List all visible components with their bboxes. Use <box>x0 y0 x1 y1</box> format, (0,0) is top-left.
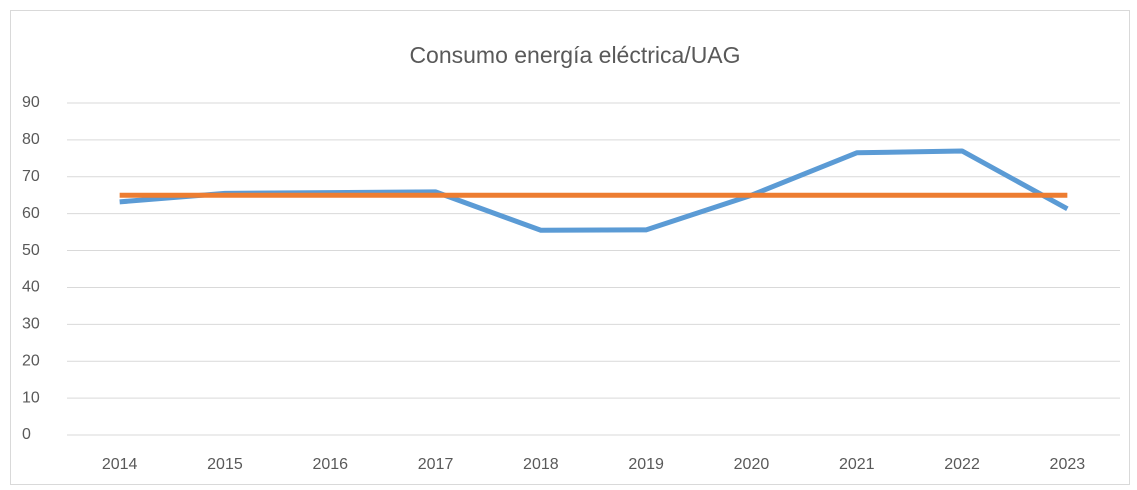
x-tick-label: 2019 <box>628 456 664 473</box>
y-tick-label: 90 <box>22 94 40 111</box>
y-tick-label: 70 <box>22 168 40 185</box>
x-tick-label: 2017 <box>418 456 454 473</box>
x-tick-label: 2014 <box>102 456 138 473</box>
x-tick-label: 2020 <box>734 456 770 473</box>
chart-border <box>10 10 1130 485</box>
x-tick-label: 2021 <box>839 456 875 473</box>
x-tick-label: 2015 <box>207 456 243 473</box>
x-tick-label: 2022 <box>944 456 980 473</box>
x-tick-label: 2018 <box>523 456 559 473</box>
y-tick-label: 30 <box>22 316 40 333</box>
y-tick-label: 80 <box>22 131 40 148</box>
y-tick-label: 20 <box>22 352 40 369</box>
x-tick-label: 2016 <box>312 456 348 473</box>
y-tick-label: 60 <box>22 205 40 222</box>
chart-title: Consumo energía eléctrica/UAG <box>409 42 740 68</box>
y-tick-label: 0 <box>22 426 31 443</box>
y-tick-label: 50 <box>22 242 40 259</box>
x-tick-label: 2023 <box>1050 456 1086 473</box>
y-tick-label: 10 <box>22 389 40 406</box>
y-tick-label: 40 <box>22 279 40 296</box>
